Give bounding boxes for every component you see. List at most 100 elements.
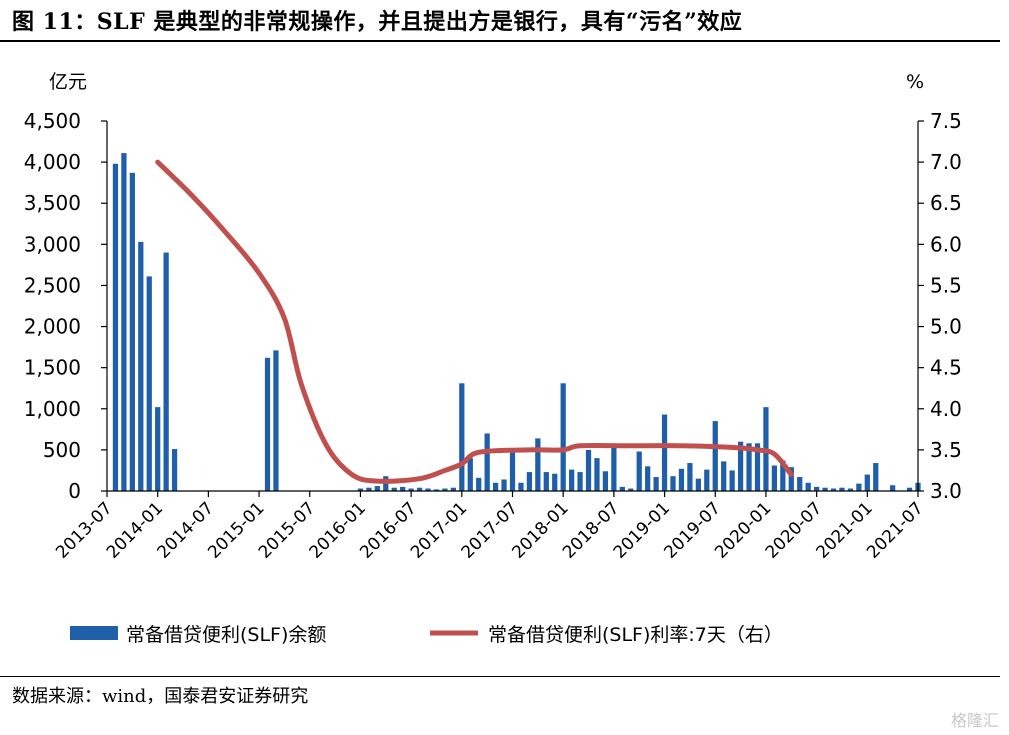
x-tick-label: 2021-07: [863, 498, 927, 562]
bar-2016-12: [450, 487, 456, 491]
bar-2013-10: [129, 172, 135, 492]
bar-2017-03: [476, 477, 482, 491]
bar-2020-05: [797, 477, 803, 491]
bar-2021-01: [864, 474, 870, 491]
bar-2016-11: [442, 488, 448, 491]
bar-2020-09: [830, 488, 837, 491]
legend: 常备借贷便利(SLF)余额 常备借贷便利(SLF)利率:7天（右）: [70, 624, 783, 646]
bar-2021-06: [906, 487, 913, 491]
bar-2016-05: [391, 487, 397, 491]
left-tick-label: 1,000: [24, 397, 81, 421]
bar-2018-01: [560, 383, 566, 491]
bar-2019-10: [737, 441, 744, 491]
right-tick-label: 5.5: [930, 273, 962, 297]
left-tick-label: 3,500: [24, 191, 81, 215]
right-tick-label: 5.0: [930, 315, 962, 339]
bar-2020-07: [814, 486, 820, 491]
bar-2017-10: [535, 438, 541, 491]
bar-2018-12: [653, 477, 659, 491]
bar-2018-11: [645, 466, 651, 491]
bar-2018-07: [611, 444, 617, 491]
bar-2017-01: [459, 383, 465, 491]
bar-2013-08: [112, 163, 119, 491]
right-tick-label: 4.5: [930, 356, 962, 380]
bar-2018-02: [569, 469, 575, 491]
bar-2017-09: [526, 472, 533, 491]
right-axis-unit: %: [906, 71, 924, 93]
bar-2020-02: [771, 465, 778, 491]
bar-2019-03: [678, 468, 685, 491]
right-tick-label: 4.0: [930, 397, 962, 421]
bar-2017-04: [484, 433, 490, 491]
bar-2018-10: [636, 451, 642, 491]
bar-2020-06: [805, 482, 811, 491]
left-tick-label: 2,000: [24, 315, 81, 339]
bar-2019-06: [704, 469, 710, 491]
right-tick-label: 6.0: [930, 232, 962, 256]
left-tick-label: 2,500: [24, 273, 81, 297]
left-tick-label: 4,500: [24, 109, 81, 133]
bar-2017-07: [509, 451, 516, 491]
bar-2014-03: [171, 449, 178, 491]
title-divider: [0, 40, 1000, 42]
bar-2018-04: [585, 449, 592, 491]
right-tick-label: 3.5: [930, 438, 962, 462]
source-divider: [0, 676, 1000, 677]
bar-2016-01: [357, 488, 364, 491]
legend-bar-swatch: [70, 626, 118, 640]
bar-2018-08: [619, 486, 625, 491]
bar-2021-02: [873, 463, 879, 491]
page-title: 图 11：SLF 是典型的非常规操作，并且提出方是银行，具有“污名”效应: [12, 9, 743, 35]
bar-series: [112, 153, 921, 492]
bar-2018-03: [577, 472, 583, 491]
bar-2018-06: [602, 471, 609, 491]
bar-2015-02: [264, 357, 271, 491]
bar-2017-11: [543, 472, 549, 491]
right-tick-label: 7.0: [930, 150, 962, 174]
bar-2015-03: [273, 350, 279, 491]
bar-2016-06: [400, 486, 406, 491]
bar-2019-05: [695, 478, 701, 491]
source-note: 数据来源：wind，国泰君安证券研究: [12, 686, 309, 707]
rate-line: [155, 159, 794, 484]
bar-2017-02: [467, 458, 473, 491]
bar-2013-12: [146, 276, 152, 491]
legend-line-label: 常备借贷便利(SLF)利率:7天（右）: [488, 624, 783, 646]
bar-2016-02: [366, 487, 372, 491]
bar-2019-09: [729, 470, 735, 491]
right-tick-label: 6.5: [930, 191, 962, 215]
bar-2013-09: [121, 153, 127, 491]
bar-2018-09: [628, 488, 634, 491]
bar-2020-12: [856, 483, 862, 491]
bar-2020-08: [822, 487, 828, 491]
left-tick-label: 1,500: [24, 356, 81, 380]
watermark: 格隆汇: [950, 711, 999, 730]
bar-2019-07: [712, 421, 718, 491]
bar-2019-08: [721, 461, 727, 491]
bar-2014-01: [155, 407, 161, 491]
left-tick-label: 4,000: [24, 150, 81, 174]
bar-2018-05: [594, 458, 600, 491]
bar-2019-01: [661, 414, 668, 491]
right-tick-label: 7.5: [930, 109, 962, 133]
left-axis-unit: 亿元: [49, 71, 87, 93]
right-tick-label: 3.0: [930, 479, 962, 503]
left-tick-label: 0: [68, 479, 81, 503]
slf-chart: 亿元 % 0 500 1,000 1,500 2,000 2,500 3,000 3,500 4…: [24, 71, 962, 646]
bar-2020-11: [847, 488, 854, 491]
legend-bar-label: 常备借贷便利(SLF)余额: [126, 624, 326, 646]
bar-2013-11: [138, 241, 144, 491]
bar-2016-09: [425, 488, 431, 491]
bar-2016-07: [408, 488, 414, 491]
bar-2017-08: [518, 482, 524, 491]
bar-2020-03: [780, 460, 786, 491]
bar-2016-08: [416, 487, 423, 491]
bar-2016-03: [374, 486, 380, 491]
left-tick-label: 3,000: [24, 232, 81, 256]
bar-2020-10: [839, 487, 845, 491]
bar-2019-04: [687, 463, 693, 491]
bar-2019-12: [754, 443, 761, 491]
bar-2016-10: [433, 489, 440, 491]
bar-2021-04: [890, 485, 896, 491]
bar-2020-04: [788, 467, 794, 491]
